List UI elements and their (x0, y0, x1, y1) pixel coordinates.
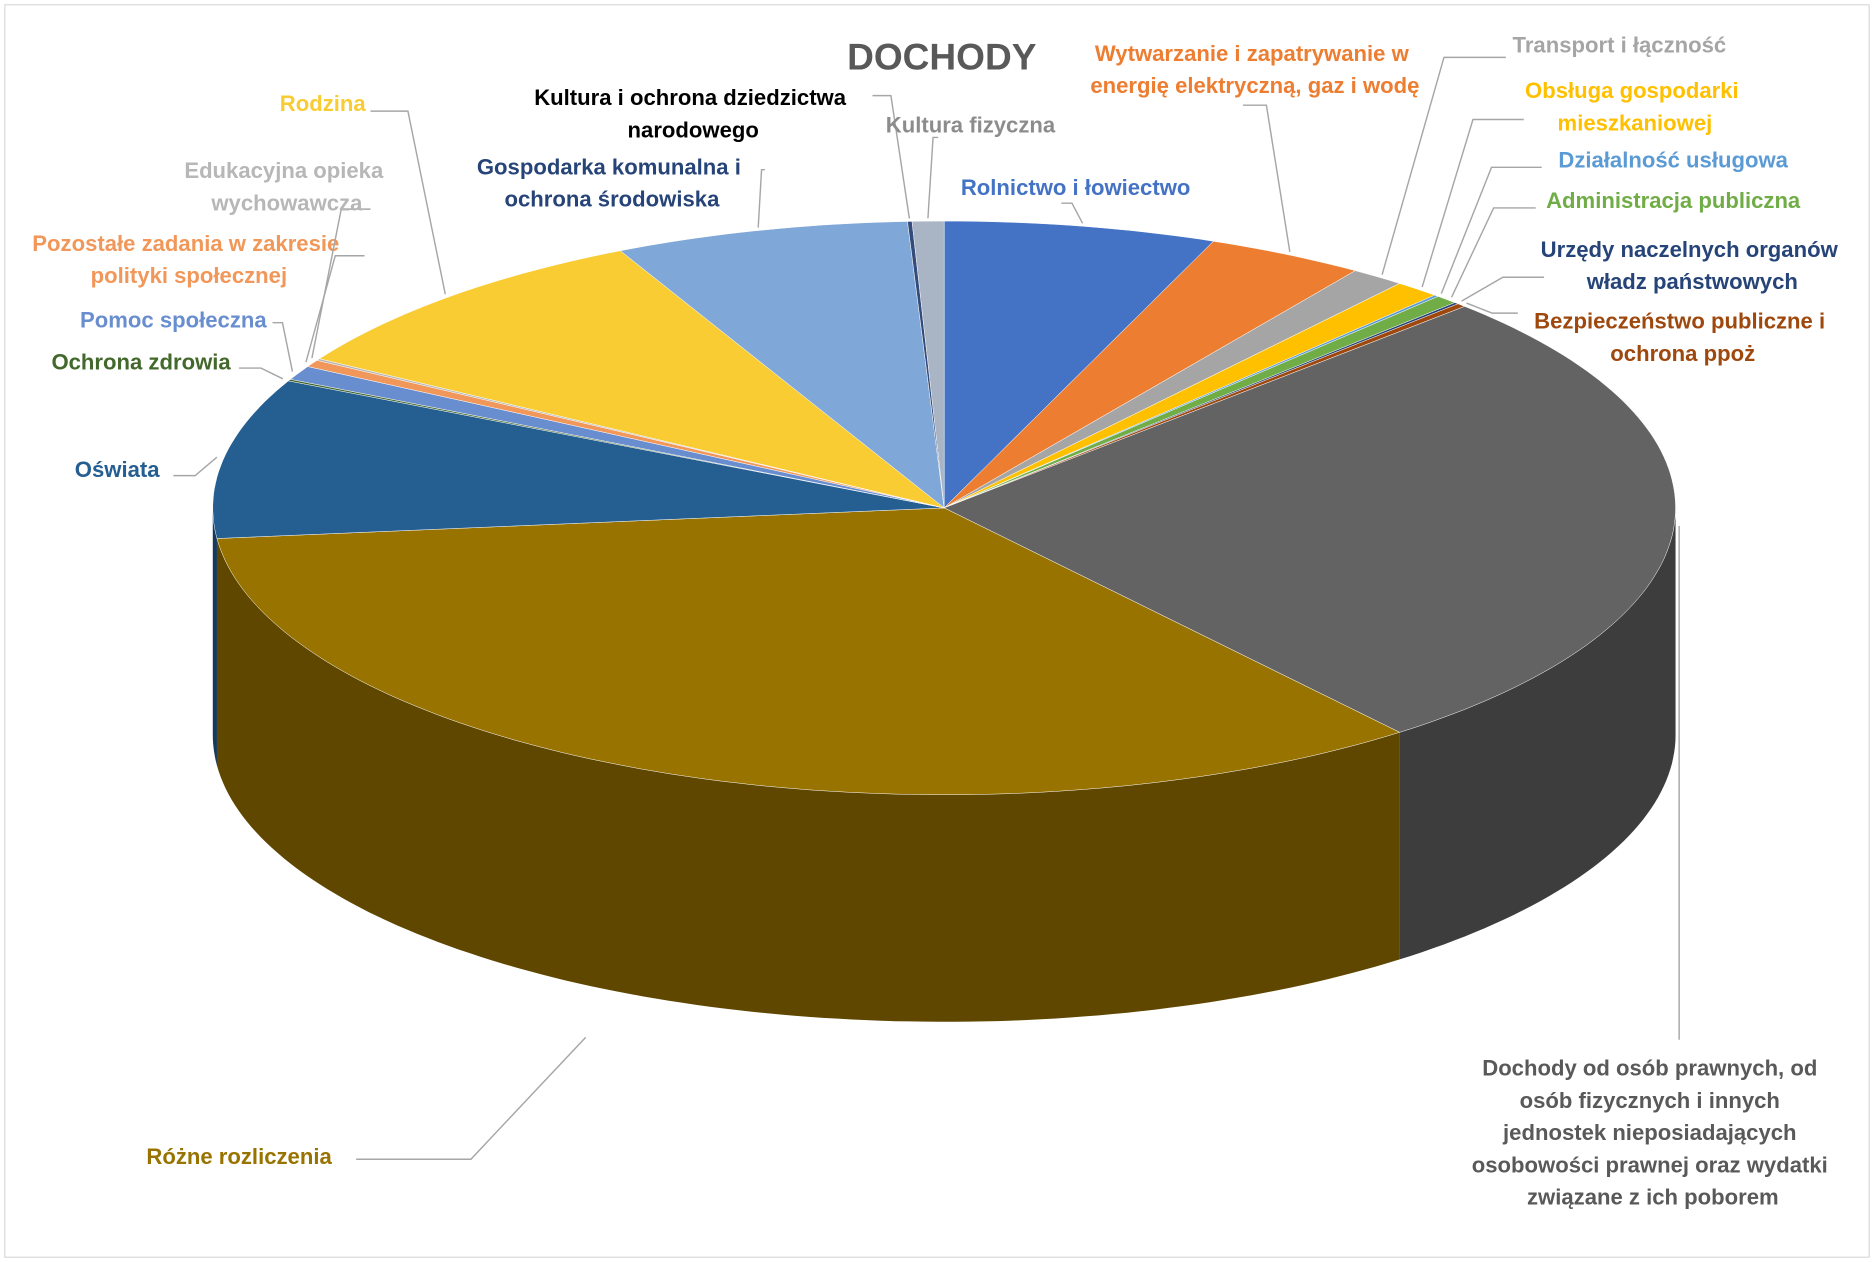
leader-line (305, 255, 365, 363)
data-label: Kultura fizyczna (886, 113, 1056, 138)
label-line: wychowawcza (210, 190, 363, 215)
label-line: władz państwowych (1586, 269, 1798, 294)
label-line: Edukacyjna opieka (184, 158, 389, 183)
label-line: Pomoc społeczna (80, 307, 267, 332)
pie-slice (944, 241, 1356, 509)
label-line: energię elektryczną, gaz i wodę (1090, 73, 1419, 98)
label-line: Transport i łączność (1513, 33, 1727, 58)
label-line: Urzędy naczelnych organów (1541, 237, 1844, 262)
leader-line (356, 1036, 587, 1160)
chart-title: DOCHODY (847, 35, 1037, 77)
label-line: Kultura i ochrona dziedzictwa (534, 85, 852, 110)
label-line: osobowości prawnej oraz wydatki (1472, 1152, 1834, 1177)
leader-line (173, 456, 218, 477)
leader-line (1461, 276, 1545, 302)
pie-sides (212, 507, 1676, 1022)
data-label: Kultura i ochrona dziedzictwa narodowego (534, 85, 852, 142)
leader-line (1466, 302, 1518, 314)
leader-line (927, 136, 939, 219)
label-line: Bezpieczeństwo publiczne i (1534, 309, 1831, 334)
label-line: ochrona ppoż (1610, 341, 1755, 366)
label-line: Dochody od osób prawnych, od (1482, 1056, 1823, 1081)
label-line: Administracja publiczna (1546, 188, 1801, 213)
data-label: Gospodarka komunalna i ochrona środowisk… (477, 154, 747, 211)
label-line: związane z ich poborem (1527, 1185, 1779, 1210)
label-line: Ochrona zdrowia (51, 349, 231, 374)
label-line: Oświata (75, 457, 160, 482)
label-line: ochrona środowiska (505, 187, 721, 212)
label-line: mieszkaniowej (1558, 110, 1713, 135)
leader-line (1450, 207, 1536, 298)
label-line: Działalność usługowa (1558, 147, 1788, 172)
data-label: Dochody od osób prawnych, od osób fizycz… (1472, 1056, 1834, 1210)
pie-side (212, 507, 217, 766)
data-label: Rolnictwo i łowiectwo (961, 175, 1191, 200)
data-label: Rodzina (280, 91, 367, 116)
data-label: Obsługa gospodarki mieszkaniowej (1525, 78, 1745, 135)
leader-line (1061, 202, 1084, 224)
leader-line (1421, 118, 1524, 288)
pie-slice (943, 220, 1214, 509)
leader-line (872, 94, 911, 219)
label-line: Kultura fizyczna (886, 113, 1056, 138)
pie-slice (943, 306, 1676, 733)
data-label: Transport i łączność (1513, 33, 1727, 58)
label-line: Różne rozliczenia (146, 1144, 332, 1169)
labels: Rolnictwo i łowiectwo Wytwarzanie i zapat… (32, 33, 1844, 1210)
label-line: Rolnictwo i łowiectwo (961, 175, 1191, 200)
label-line: Wytwarzanie i zapatrywanie w (1095, 41, 1415, 66)
pie-side (216, 538, 1400, 1022)
pie-side (1399, 507, 1676, 960)
label-line: Obsługa gospodarki (1525, 78, 1745, 103)
pie-slice (911, 220, 945, 508)
leader-line (1440, 166, 1542, 294)
leader-line (757, 168, 765, 228)
label-line: Rodzina (280, 91, 367, 116)
data-label: Bezpieczeństwo publiczne i ochrona ppoż (1534, 309, 1831, 366)
data-label: Edukacyjna opieka wychowawcza (184, 158, 389, 215)
pie-slice (212, 380, 945, 539)
pie-slice (318, 250, 945, 509)
pie-slice (619, 221, 945, 509)
pie-slice (216, 507, 1401, 795)
label-line: narodowego (628, 117, 759, 142)
label-line: polityki społecznej (91, 263, 287, 288)
pie-tops (212, 220, 1676, 795)
data-label: Ochrona zdrowia (51, 349, 231, 374)
label-line: Pozostałe zadania w zakresie (32, 231, 345, 256)
label-line: osób fizycznych i innych (1520, 1088, 1786, 1113)
leader-line (1381, 56, 1506, 275)
data-label: Administracja publiczna (1546, 188, 1801, 213)
data-label: Różne rozliczenia (146, 1144, 332, 1169)
label-line: jednostek nieposiadających (1502, 1120, 1803, 1145)
leader-line (311, 208, 371, 359)
leader-line (272, 321, 294, 372)
data-label: Działalność usługowa (1558, 147, 1788, 172)
leader-line (370, 110, 447, 295)
label-line: Gospodarka komunalna i (477, 154, 747, 179)
data-label: Pozostałe zadania w zakresie polityki sp… (32, 231, 345, 288)
data-label: Urzędy naczelnych organów władz państwow… (1541, 237, 1844, 294)
data-label: Pomoc społeczna (80, 307, 267, 332)
data-label: Wytwarzanie i zapatrywanie w energię ele… (1090, 41, 1419, 98)
leader-line (1242, 104, 1291, 253)
data-label: Oświata (75, 457, 160, 482)
leader-line (239, 367, 284, 380)
